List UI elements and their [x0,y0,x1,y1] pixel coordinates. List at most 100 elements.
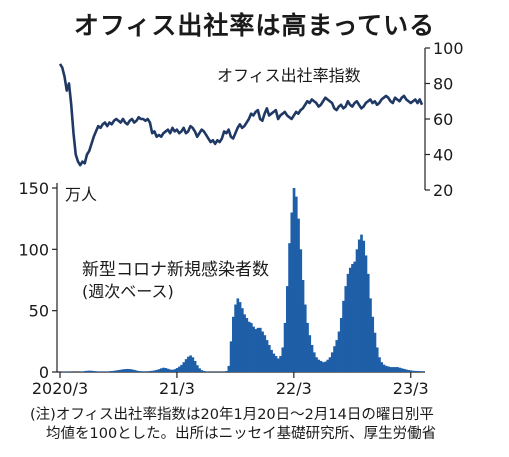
bar [378,357,381,372]
bar [157,369,161,372]
bar [400,368,404,372]
bar [366,273,370,372]
line-series-label: オフィス出社率指数 [217,66,361,85]
bar [265,340,269,372]
line-y-tick-label: 60 [433,110,453,129]
bar [371,316,375,372]
bar [119,369,123,372]
bar [267,345,271,372]
bar [182,362,186,372]
bar [236,298,240,372]
bar [108,371,111,372]
bar [405,369,408,372]
footnote-line-1: (注)オフィス出社率指数は20年1月20日〜2月14日の曜日別平 [30,407,434,423]
bar [121,369,125,372]
x-tick-label: 22/3 [276,379,312,398]
footnote-line-2: 均値を100とした。出所はニッセイ基礎研究所、厚生労働省 [46,426,437,442]
bar [135,370,138,372]
bar [88,370,91,372]
bar [303,304,307,372]
bar [285,286,289,372]
bar [180,364,183,372]
bar [391,367,395,372]
bar [126,368,129,372]
line-y-tick-label: 100 [433,39,464,58]
bar [348,267,352,372]
x-tick-label: 23/3 [393,379,429,398]
bar [274,356,278,372]
x-tick-label: 21/3 [159,379,195,398]
bar [225,371,228,372]
bar [243,314,246,372]
bar [110,371,114,372]
bar-y-tick-label: 150 [18,179,49,198]
bar [90,370,93,372]
bar [83,371,87,372]
bar [258,327,262,372]
bar [247,321,251,372]
bar [360,234,363,372]
bar [146,371,150,372]
bar [139,371,143,372]
bar [184,359,188,372]
bar [310,345,314,372]
bar [396,367,399,372]
bar [270,349,273,372]
bar [402,368,406,372]
chart-title: オフィス出社率は高まっている [73,11,436,40]
bar [290,212,294,372]
bar [375,347,379,372]
bar [92,371,96,372]
x-ticks: 2020/3 21/3 22/3 23/3 [32,372,429,398]
bar [326,359,330,372]
bar [173,369,177,372]
bar [380,362,384,372]
bar [137,371,141,372]
bar [355,249,359,372]
bar [409,370,413,372]
bar [279,356,282,372]
bar [328,357,332,372]
bar [160,368,163,372]
bar-y-tick-label: 50 [29,302,49,321]
bar [411,370,415,372]
bar [261,331,264,372]
bar [193,360,197,372]
bar [357,239,361,372]
bar [364,255,368,372]
bar [301,280,305,372]
bar [171,369,174,372]
bar-y-ticks: 0 50 100 150 [18,179,57,382]
bar [166,368,170,372]
bar [229,341,233,372]
bar [245,318,249,372]
bar [94,371,98,372]
bar [202,371,206,372]
line-y-tick-label: 20 [433,181,453,200]
bar [148,371,152,372]
bar [420,371,424,372]
bar-series-label: 新型コロナ新規感染者数 [82,260,269,280]
bar [272,353,276,372]
bar [297,218,300,372]
bar [252,326,255,372]
bar [153,370,156,372]
bar [151,370,154,372]
bar-unit-label: 万人 [65,185,97,204]
bar [263,335,267,372]
bar [324,361,327,372]
bar [306,322,309,372]
bar [191,357,195,372]
bar [169,369,172,372]
bar [353,261,357,372]
bar [175,368,179,372]
bar [351,264,354,372]
bar [407,370,411,372]
bar [200,370,204,372]
bar [178,366,181,372]
bar [382,364,386,372]
bar [241,308,244,372]
bar [344,286,348,372]
bar [398,367,402,372]
